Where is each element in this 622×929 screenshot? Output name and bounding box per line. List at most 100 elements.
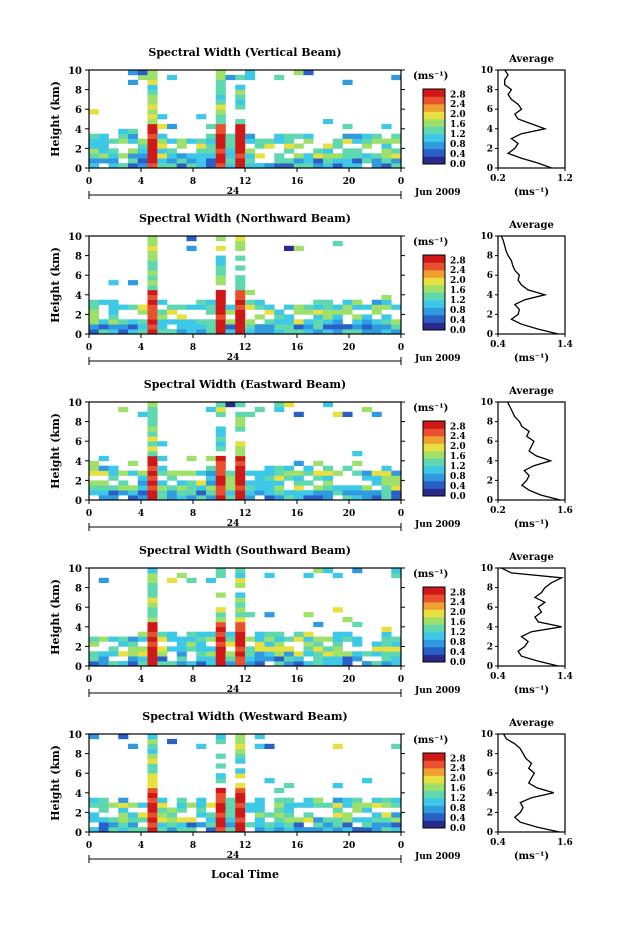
colorbar-swatch bbox=[423, 753, 445, 761]
heatmap-cell bbox=[303, 490, 314, 496]
heatmap-cell bbox=[264, 656, 275, 662]
colorbar-swatch bbox=[423, 300, 445, 308]
heatmap-cell bbox=[108, 495, 119, 501]
heatmap-cell bbox=[274, 133, 285, 139]
heatmap-cell bbox=[284, 656, 295, 662]
heatmap-cell bbox=[342, 299, 353, 305]
day-label: 24 bbox=[227, 187, 240, 197]
heatmap-cell bbox=[167, 631, 178, 637]
heatmap-cell bbox=[215, 812, 226, 818]
heatmap-cell bbox=[215, 128, 226, 134]
heatmap-cell bbox=[235, 309, 246, 315]
heatmap-cell bbox=[284, 822, 295, 828]
date-label: Jun 2009 bbox=[414, 852, 461, 862]
heatmap-cell bbox=[323, 299, 334, 305]
heatmap-cell bbox=[313, 299, 324, 305]
heatmap-cell bbox=[98, 329, 109, 335]
heatmap-cell bbox=[235, 783, 246, 789]
heatmap-cell bbox=[362, 324, 373, 330]
heatmap-cell bbox=[264, 495, 275, 501]
heatmap-cell bbox=[196, 304, 207, 310]
heatmap-cell bbox=[206, 465, 217, 471]
heatmap-cell bbox=[381, 123, 392, 130]
heatmap-cell bbox=[118, 406, 129, 413]
heatmap-cell bbox=[264, 480, 275, 486]
heatmap-cell bbox=[235, 812, 246, 818]
heatmap-cell bbox=[254, 641, 265, 647]
x-tick-label: 8 bbox=[190, 509, 196, 519]
heatmap-cell bbox=[313, 309, 324, 315]
heatmap-cell bbox=[108, 817, 119, 823]
heatmap-cell bbox=[147, 822, 158, 828]
heatmap-cell bbox=[235, 480, 246, 486]
heatmap-cell bbox=[167, 822, 178, 828]
heatmap-cell bbox=[274, 163, 285, 169]
heatmap-cell bbox=[118, 319, 129, 325]
heatmap-cell bbox=[303, 651, 314, 657]
heatmap-cell bbox=[206, 651, 217, 657]
heatmap-cell bbox=[371, 822, 382, 828]
heatmap-cell bbox=[284, 465, 295, 471]
heatmap-cell bbox=[108, 646, 119, 652]
heatmap-cell bbox=[235, 656, 246, 662]
heatmap-cell bbox=[167, 470, 178, 476]
average-y-tick-label: 6 bbox=[487, 271, 493, 281]
heatmap-cell bbox=[89, 109, 100, 115]
heatmap-cell bbox=[167, 738, 178, 745]
heatmap-cell bbox=[381, 163, 392, 169]
y-tick-label: 4 bbox=[75, 623, 82, 634]
heatmap-cell bbox=[303, 495, 314, 501]
heatmap-cell bbox=[157, 807, 168, 813]
heatmap-cell bbox=[284, 319, 295, 325]
heatmap-cell bbox=[303, 812, 314, 818]
heatmap-cell bbox=[137, 143, 148, 149]
heatmap-cell bbox=[225, 827, 236, 833]
heatmap-cell bbox=[254, 817, 265, 823]
heatmap-cell bbox=[264, 743, 275, 749]
heatmap-cell bbox=[157, 329, 168, 335]
x-tick-label: 0 bbox=[86, 841, 92, 851]
average-unit-label: (ms⁻¹) bbox=[514, 685, 549, 696]
heatmap-cell bbox=[274, 402, 285, 408]
heatmap-cell bbox=[303, 636, 314, 642]
y-tick-label: 8 bbox=[75, 584, 82, 595]
heatmap-cell bbox=[89, 163, 100, 169]
heatmap-cell bbox=[89, 636, 100, 642]
heatmap-cell bbox=[371, 411, 382, 417]
heatmap-cell bbox=[391, 495, 402, 501]
heatmap-cell bbox=[381, 656, 392, 662]
heatmap-cell bbox=[235, 607, 246, 613]
x-axis-title: Local Time bbox=[211, 868, 279, 881]
heatmap-cell bbox=[332, 485, 343, 491]
average-x-tick-label: 0.2 bbox=[490, 506, 506, 516]
colorbar-swatch bbox=[423, 134, 445, 142]
heatmap-cell bbox=[128, 79, 139, 85]
heatmap-cell bbox=[293, 470, 304, 476]
colorbar-tick-label: 2.4 bbox=[450, 100, 466, 110]
heatmap-cell bbox=[147, 661, 158, 667]
heatmap-cell bbox=[381, 138, 392, 144]
heatmap-cell bbox=[147, 768, 158, 774]
heatmap-cell bbox=[215, 324, 226, 330]
heatmap-cell bbox=[245, 802, 256, 808]
heatmap-cell bbox=[381, 143, 392, 149]
colorbar-swatch bbox=[423, 156, 445, 165]
colorbar-swatch bbox=[423, 126, 445, 135]
heatmap-cell bbox=[225, 304, 236, 310]
heatmap-cell bbox=[89, 304, 100, 310]
heatmap-cell bbox=[342, 631, 353, 637]
heatmap-cell bbox=[137, 153, 148, 159]
heatmap-cell bbox=[215, 94, 226, 100]
heatmap-cell bbox=[323, 314, 334, 320]
heatmap-cell bbox=[235, 329, 246, 335]
heatmap-cell bbox=[332, 636, 343, 642]
heatmap-cell bbox=[147, 485, 158, 491]
heatmap-cell bbox=[391, 475, 402, 481]
heatmap-cell bbox=[147, 114, 158, 120]
heatmap-cell bbox=[89, 329, 100, 335]
heatmap-cell bbox=[147, 260, 158, 266]
heatmap-cell bbox=[293, 309, 304, 315]
heatmap-cell bbox=[215, 153, 226, 159]
heatmap-cell bbox=[274, 651, 285, 657]
heatmap-cell bbox=[147, 426, 158, 432]
